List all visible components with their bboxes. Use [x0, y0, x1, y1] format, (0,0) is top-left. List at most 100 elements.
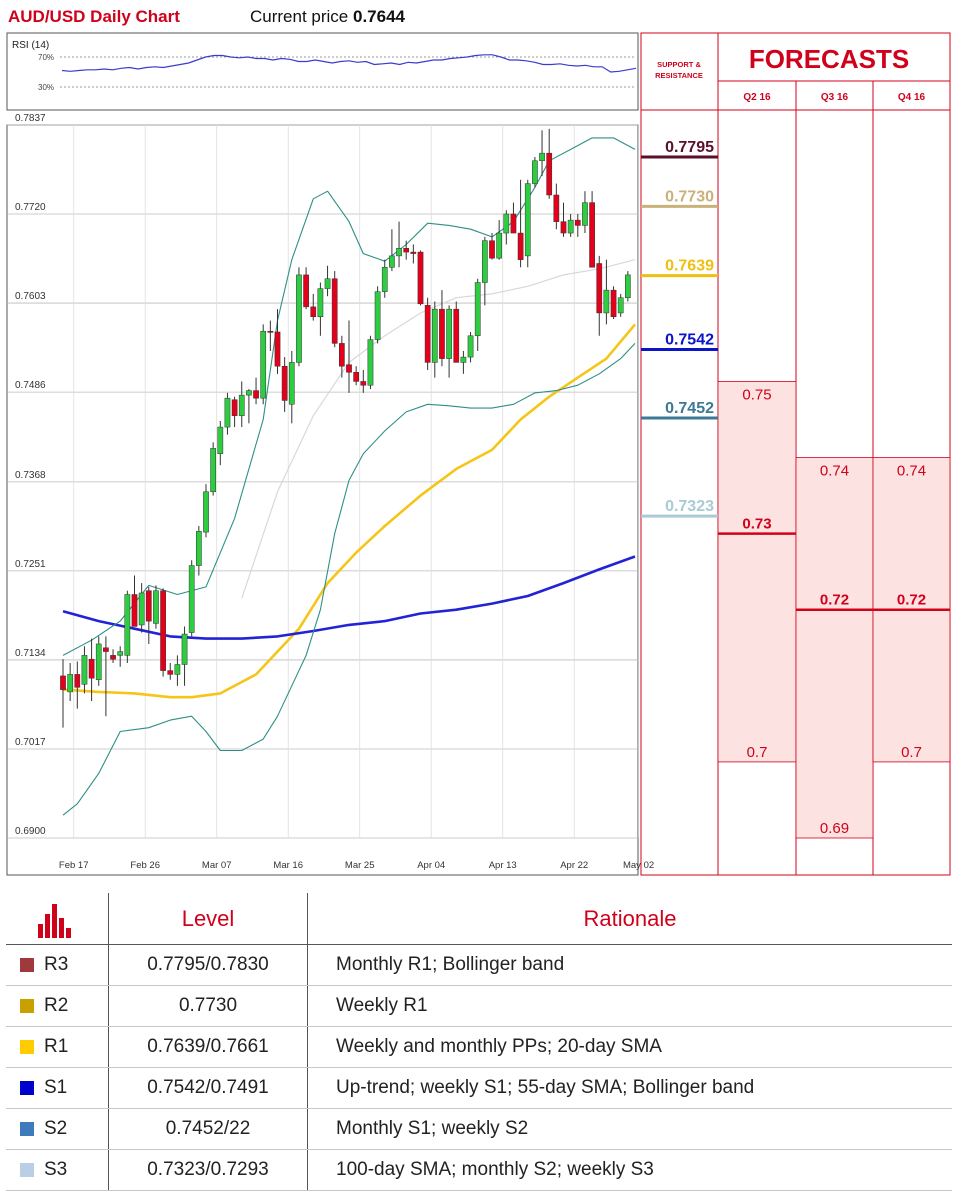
forecast-col-header: Q2 16 — [743, 92, 771, 103]
candle-body — [210, 448, 217, 493]
support-resistance-levels: 0.7795 0.7730 0.7639 0.7542 0.7452 0.7323 — [641, 139, 718, 518]
candle-body — [310, 306, 317, 318]
candle-body — [439, 308, 445, 359]
rsi-upper-label: 70% — [38, 53, 54, 62]
candle — [310, 293, 317, 321]
y-tick-label: 0.7720 — [15, 202, 46, 213]
levels-row-s2: S2 0.7452/22 Monthly S1; weekly S2 — [6, 1108, 952, 1150]
bar-chart-icon-cell — [6, 893, 109, 945]
candle — [196, 526, 202, 576]
x-tick-label: Mar 25 — [345, 860, 375, 871]
candle — [446, 305, 452, 378]
x-tick-label: Mar 07 — [202, 860, 232, 871]
candle — [231, 396, 238, 428]
candle — [453, 301, 460, 363]
level-swatch — [20, 1122, 34, 1136]
sr-level-label: 0.7639 — [665, 258, 714, 275]
candle-body — [331, 278, 338, 344]
candle-body — [103, 647, 109, 652]
candle-body — [596, 263, 603, 314]
rsi-lower-label: 30% — [38, 83, 54, 92]
candle — [167, 662, 174, 680]
candle-body — [138, 592, 145, 626]
x-tick-label: Apr 13 — [489, 860, 517, 871]
level-rationale: 100-day SMA; monthly S2; weekly S3 — [307, 1149, 952, 1191]
candle — [503, 210, 510, 245]
candle — [288, 350, 295, 424]
candle-body — [474, 282, 481, 337]
current-price-label: Current price — [250, 7, 349, 26]
candle-body — [303, 274, 309, 308]
y-tick-label: 0.7251 — [15, 559, 46, 570]
candle-body — [381, 267, 388, 292]
level-rationale: Weekly R1 — [307, 985, 952, 1027]
rsi-panel — [6, 32, 639, 111]
sr-level-label: 0.7730 — [665, 188, 714, 205]
candle-body — [582, 202, 588, 226]
candle-body — [403, 248, 410, 253]
candle-body — [460, 356, 467, 363]
candle-body — [117, 651, 124, 656]
level-name: R3 — [44, 954, 69, 975]
candle — [138, 583, 145, 633]
candle — [596, 255, 603, 336]
forecast-low: 0.7 — [747, 744, 768, 761]
candle — [260, 324, 267, 405]
candle — [589, 191, 595, 268]
candle-body — [145, 590, 152, 622]
candle — [603, 259, 610, 325]
candle — [574, 214, 581, 237]
candle — [424, 297, 431, 371]
x-tick-label: Mar 16 — [273, 860, 303, 871]
candle — [517, 179, 524, 268]
level-name: R2 — [44, 995, 69, 1016]
candle-body — [174, 664, 181, 675]
candle — [539, 130, 545, 176]
candle — [439, 290, 445, 367]
level-name-cell: R3 — [6, 944, 109, 986]
sr-level-label: 0.7452 — [665, 400, 714, 417]
candle — [88, 638, 95, 702]
bar-chart-icon — [38, 900, 78, 938]
candle — [403, 240, 410, 260]
candle-body — [482, 240, 488, 283]
candle — [110, 649, 116, 663]
level-rationale: Up-trend; weekly S1; 55-day SMA; Bolling… — [307, 1067, 952, 1109]
aud-usd-chart: RSI (14) 70% 30% 0.7837 0.7720 0.7603 0.748… — [6, 32, 951, 876]
rsi-label: RSI (14) — [12, 40, 49, 51]
level-name-cell: S1 — [6, 1067, 109, 1109]
forecast-columns: Q2 16 0.75 0.73 0.7 Q3 16 0.74 0.72 0.69 Q4 16 0.… — [717, 92, 951, 839]
candle — [81, 646, 88, 694]
candle-body — [260, 330, 267, 399]
sr-level-label: 0.7795 — [665, 139, 714, 156]
candle — [567, 214, 574, 237]
rsi-line — [61, 54, 637, 73]
candle-body — [317, 288, 324, 318]
candle-body — [274, 331, 281, 367]
candle — [417, 250, 424, 306]
level-swatch — [20, 999, 34, 1013]
candle — [317, 282, 324, 336]
candles — [60, 128, 631, 728]
y-tick-label: 0.7486 — [15, 380, 46, 391]
candle-body — [617, 297, 624, 314]
level-name: S2 — [44, 1118, 68, 1139]
candle-body — [346, 364, 352, 373]
candle-body — [110, 655, 116, 660]
candle-body — [267, 330, 274, 333]
candle-body — [188, 565, 195, 633]
candle-body — [253, 390, 259, 399]
level-rationale: Monthly R1; Bollinger band — [307, 944, 952, 986]
candle — [174, 655, 181, 686]
forecast-mid: 0.72 — [820, 592, 849, 609]
forecast-range — [795, 457, 874, 839]
candle — [274, 309, 281, 374]
levels-table-header: Level Rationale — [6, 893, 952, 945]
candle — [217, 421, 224, 466]
candle — [360, 370, 367, 393]
level-name-cell: S2 — [6, 1108, 109, 1150]
series-sma55 — [62, 323, 636, 699]
candle-body — [224, 397, 231, 428]
forecast-range — [717, 381, 797, 763]
candle-body — [467, 335, 474, 358]
